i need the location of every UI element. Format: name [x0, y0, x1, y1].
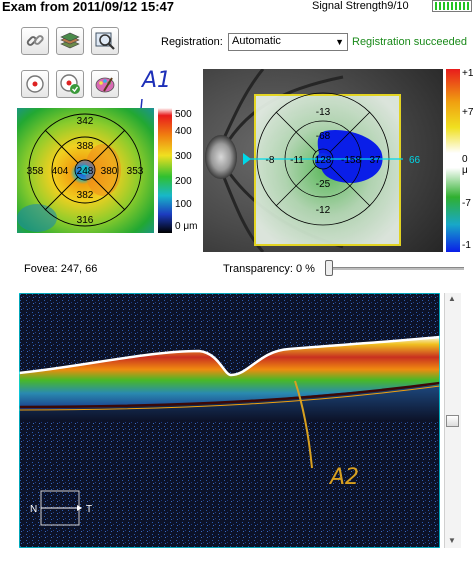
omap-outer-temporal: -8: [266, 155, 275, 166]
signal-strength-text: Signal Strength9/10: [312, 0, 409, 12]
thickness-colorbar: [158, 108, 172, 233]
target-check-icon: [60, 74, 80, 94]
omap-inner-temporal: -11: [290, 155, 304, 166]
tmap-center: 248: [77, 166, 94, 177]
chevron-down-icon: ▼: [335, 37, 344, 47]
exam-title: Exam from 2011/09/12 15:47: [2, 0, 175, 14]
palette-icon: [95, 77, 115, 93]
thickness-scale-500: 500: [175, 109, 192, 120]
tmap-outer-nasal: 353: [127, 166, 144, 177]
scroll-down-icon[interactable]: ▼: [448, 536, 456, 545]
diff-scale-minus-bottom: -1: [462, 240, 471, 251]
thickness-scale-200: 200: [175, 176, 192, 187]
annotation-a2-label: A2: [330, 465, 360, 490]
signal-strength-bar: [432, 0, 472, 12]
transparency-slider-track[interactable]: [330, 267, 464, 270]
tmap-inner-inferior: 382: [77, 190, 94, 201]
oct-bscan-image: N T: [19, 293, 440, 548]
target-check-button[interactable]: [56, 70, 84, 98]
difference-colorbar: [446, 69, 460, 252]
thickness-scale-300: 300: [175, 151, 192, 162]
omap-outer-inferior: -12: [316, 205, 331, 216]
link-icon: [26, 35, 44, 46]
diff-scale-plus-top: +1: [462, 68, 474, 79]
target-circle-icon: [26, 75, 44, 93]
registration-selected-value: Automatic: [232, 35, 281, 47]
link-button[interactable]: [21, 27, 49, 55]
palette-button[interactable]: [91, 70, 119, 98]
tmap-inner-nasal: 380: [101, 166, 118, 177]
registration-label: Registration:: [161, 36, 223, 48]
thickness-scale-400: 400: [175, 126, 192, 137]
transparency-readout: Transparency: 0 %: [223, 263, 315, 275]
tmap-outer-temporal: 358: [27, 166, 44, 177]
bscan-scrollbar[interactable]: ▲ ▼: [444, 293, 461, 548]
layers-button[interactable]: [56, 27, 84, 55]
tmap-inner-temporal: 404: [52, 166, 69, 177]
orientation-temporal-label: T: [86, 504, 92, 515]
thickness-scale-100: 100: [175, 199, 192, 210]
fundus-overlay-image: -13 -68 -8 -11 128 -158 37 -25 -12 66: [203, 69, 443, 252]
zoom-image-button[interactable]: [91, 27, 119, 55]
layers-icon: [60, 32, 80, 49]
omap-inner-nasal: -158: [341, 155, 361, 166]
registration-status: Registration succeeded: [352, 36, 467, 48]
scroll-thumb[interactable]: [446, 415, 459, 427]
omap-outer-superior: -13: [316, 107, 331, 118]
omap-marker-value: 66: [409, 155, 421, 166]
diff-scale-plus-mid: +7: [462, 107, 474, 118]
zoom-image-icon: [95, 32, 115, 50]
tmap-inner-superior: 388: [77, 141, 94, 152]
thickness-scale-0: 0 μm: [175, 221, 198, 232]
diff-scale-zero: 0 μ: [462, 154, 468, 176]
target-circle-button[interactable]: [21, 70, 49, 98]
omap-inner-inferior: -25: [316, 179, 331, 190]
scroll-up-icon[interactable]: ▲: [448, 294, 456, 303]
tmap-outer-inferior: 316: [77, 215, 94, 226]
omap-inner-superior: -68: [316, 131, 331, 142]
tmap-outer-superior: 342: [77, 116, 94, 127]
fovea-readout: Fovea: 247, 66: [24, 263, 98, 275]
orientation-nasal-label: N: [30, 504, 37, 515]
omap-outer-nasal: 37: [369, 155, 381, 166]
transparency-slider-thumb[interactable]: [325, 260, 333, 276]
annotation-a1-label: A1: [142, 68, 172, 93]
registration-select[interactable]: Automatic ▼: [228, 33, 348, 51]
omap-center: 128: [315, 155, 332, 166]
diff-scale-minus-mid: -7: [462, 198, 471, 209]
thickness-map: 342 388 358 404 248 380 353 382 316: [17, 108, 154, 233]
